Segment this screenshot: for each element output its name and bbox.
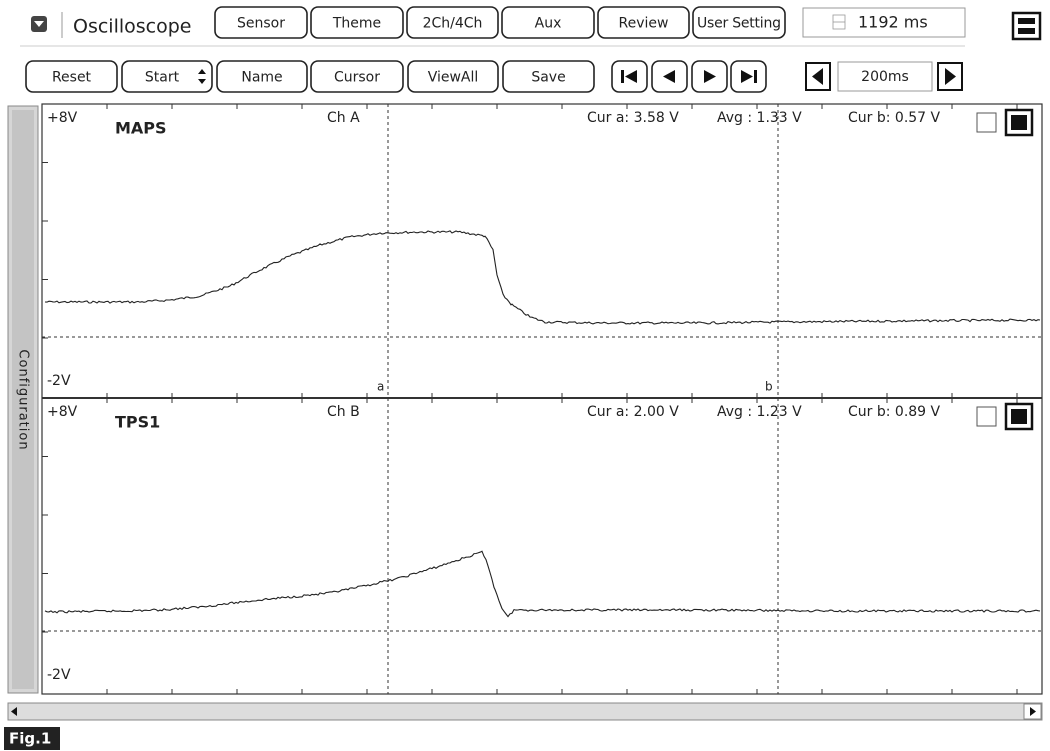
cursor-b-reading: Cur b: 0.57 V xyxy=(848,110,941,126)
toolbar-button-label: Sensor xyxy=(237,16,285,32)
side-panel-label: Configuration xyxy=(16,349,31,450)
control-button[interactable]: Name xyxy=(216,60,308,93)
control-button-frame xyxy=(310,60,404,93)
channel-color-fill xyxy=(1011,115,1027,130)
control-button-label: Save xyxy=(531,70,565,86)
toolbar-button[interactable]: 2Ch/4Ch xyxy=(406,6,499,39)
control-button-frame xyxy=(407,60,499,93)
nav-first[interactable] xyxy=(611,60,648,93)
time-display: 1192 ms xyxy=(858,13,928,32)
range-bottom-label: -2V xyxy=(47,667,71,683)
average-reading: Avg : 1.23 V xyxy=(717,404,802,420)
control-button-frame xyxy=(502,60,595,93)
waveform xyxy=(44,550,1041,618)
control-button-label: Cursor xyxy=(334,70,380,86)
range-bottom-label: -2V xyxy=(47,373,71,389)
average-reading: Avg : 1.33 V xyxy=(717,110,802,126)
toolbar-button-frame xyxy=(501,6,595,39)
control-button[interactable]: ViewAll xyxy=(407,60,499,93)
toolbar-button-label: User Setting xyxy=(697,16,781,32)
side-panel-inner xyxy=(12,110,34,689)
toolbar-button-frame xyxy=(310,6,404,39)
cursor-b-reading: Cur b: 0.89 V xyxy=(848,404,941,420)
range-top-label: +8V xyxy=(47,404,78,420)
toolbar-button-label: Aux xyxy=(535,16,562,32)
cursor-label: a xyxy=(377,380,384,394)
channel-color-fill xyxy=(1011,409,1027,424)
toolbar-button[interactable]: Aux xyxy=(501,6,595,39)
spinner-arrows xyxy=(198,69,206,84)
toolbar-button-label: 2Ch/4Ch xyxy=(423,16,483,32)
toolbar-button-frame xyxy=(406,6,499,39)
control-button-label: Name xyxy=(241,70,282,86)
app-title: Oscilloscope xyxy=(73,16,191,38)
menu-toggle-arrow xyxy=(34,21,44,27)
channel-name: MAPS xyxy=(115,119,167,138)
toolbar-button-frame xyxy=(214,6,308,39)
channel-id: Ch A xyxy=(327,110,360,126)
control-button-label: Start xyxy=(145,70,180,86)
channel-checkbox[interactable] xyxy=(976,112,997,133)
channel-checkbox[interactable] xyxy=(976,406,997,427)
toolbar-button-frame xyxy=(692,6,786,39)
range-top-label: +8V xyxy=(47,110,78,126)
figure-label: Fig.1 xyxy=(9,730,51,748)
layout-menu[interactable] xyxy=(1011,11,1042,41)
control-button-frame xyxy=(121,60,213,93)
control-button-frame xyxy=(216,60,308,93)
channel-id: Ch B xyxy=(327,404,360,420)
timebase-decrease[interactable] xyxy=(805,62,831,91)
cursor-label: b xyxy=(765,380,773,394)
toolbar-button-label: Review xyxy=(619,16,669,32)
time-icon xyxy=(832,14,846,30)
nav-next[interactable] xyxy=(691,60,728,93)
scroll-left[interactable] xyxy=(11,707,17,716)
waveform xyxy=(44,230,1041,325)
toolbar-button[interactable]: User Setting xyxy=(692,6,786,39)
control-button-frame xyxy=(25,60,118,93)
nav-prev[interactable] xyxy=(651,60,688,93)
channel-name: TPS1 xyxy=(115,413,160,432)
toolbar-button[interactable]: Sensor xyxy=(214,6,308,39)
scroll-right[interactable] xyxy=(1030,707,1036,716)
scrollbar[interactable] xyxy=(7,702,1043,721)
control-button[interactable]: Save xyxy=(502,60,595,93)
time-display-box xyxy=(802,7,966,38)
control-button[interactable]: Start xyxy=(121,60,213,93)
cursor-a-reading: Cur a: 3.58 V xyxy=(587,110,679,126)
figure-label-box xyxy=(4,727,60,750)
control-button[interactable]: Cursor xyxy=(310,60,404,93)
control-button-label: ViewAll xyxy=(428,70,479,86)
nav-last[interactable] xyxy=(730,60,767,93)
toolbar-button-label: Theme xyxy=(332,16,381,32)
control-button-label: Reset xyxy=(52,70,92,86)
toolbar-button[interactable]: Theme xyxy=(310,6,404,39)
control-button[interactable]: Reset xyxy=(25,60,118,93)
cursor-a-reading: Cur a: 2.00 V xyxy=(587,404,679,420)
timebase-increase[interactable] xyxy=(937,62,963,91)
toolbar-button-frame xyxy=(597,6,690,39)
timebase: 200ms xyxy=(861,69,909,85)
toolbar-button[interactable]: Review xyxy=(597,6,690,39)
timebase-box xyxy=(837,61,933,92)
